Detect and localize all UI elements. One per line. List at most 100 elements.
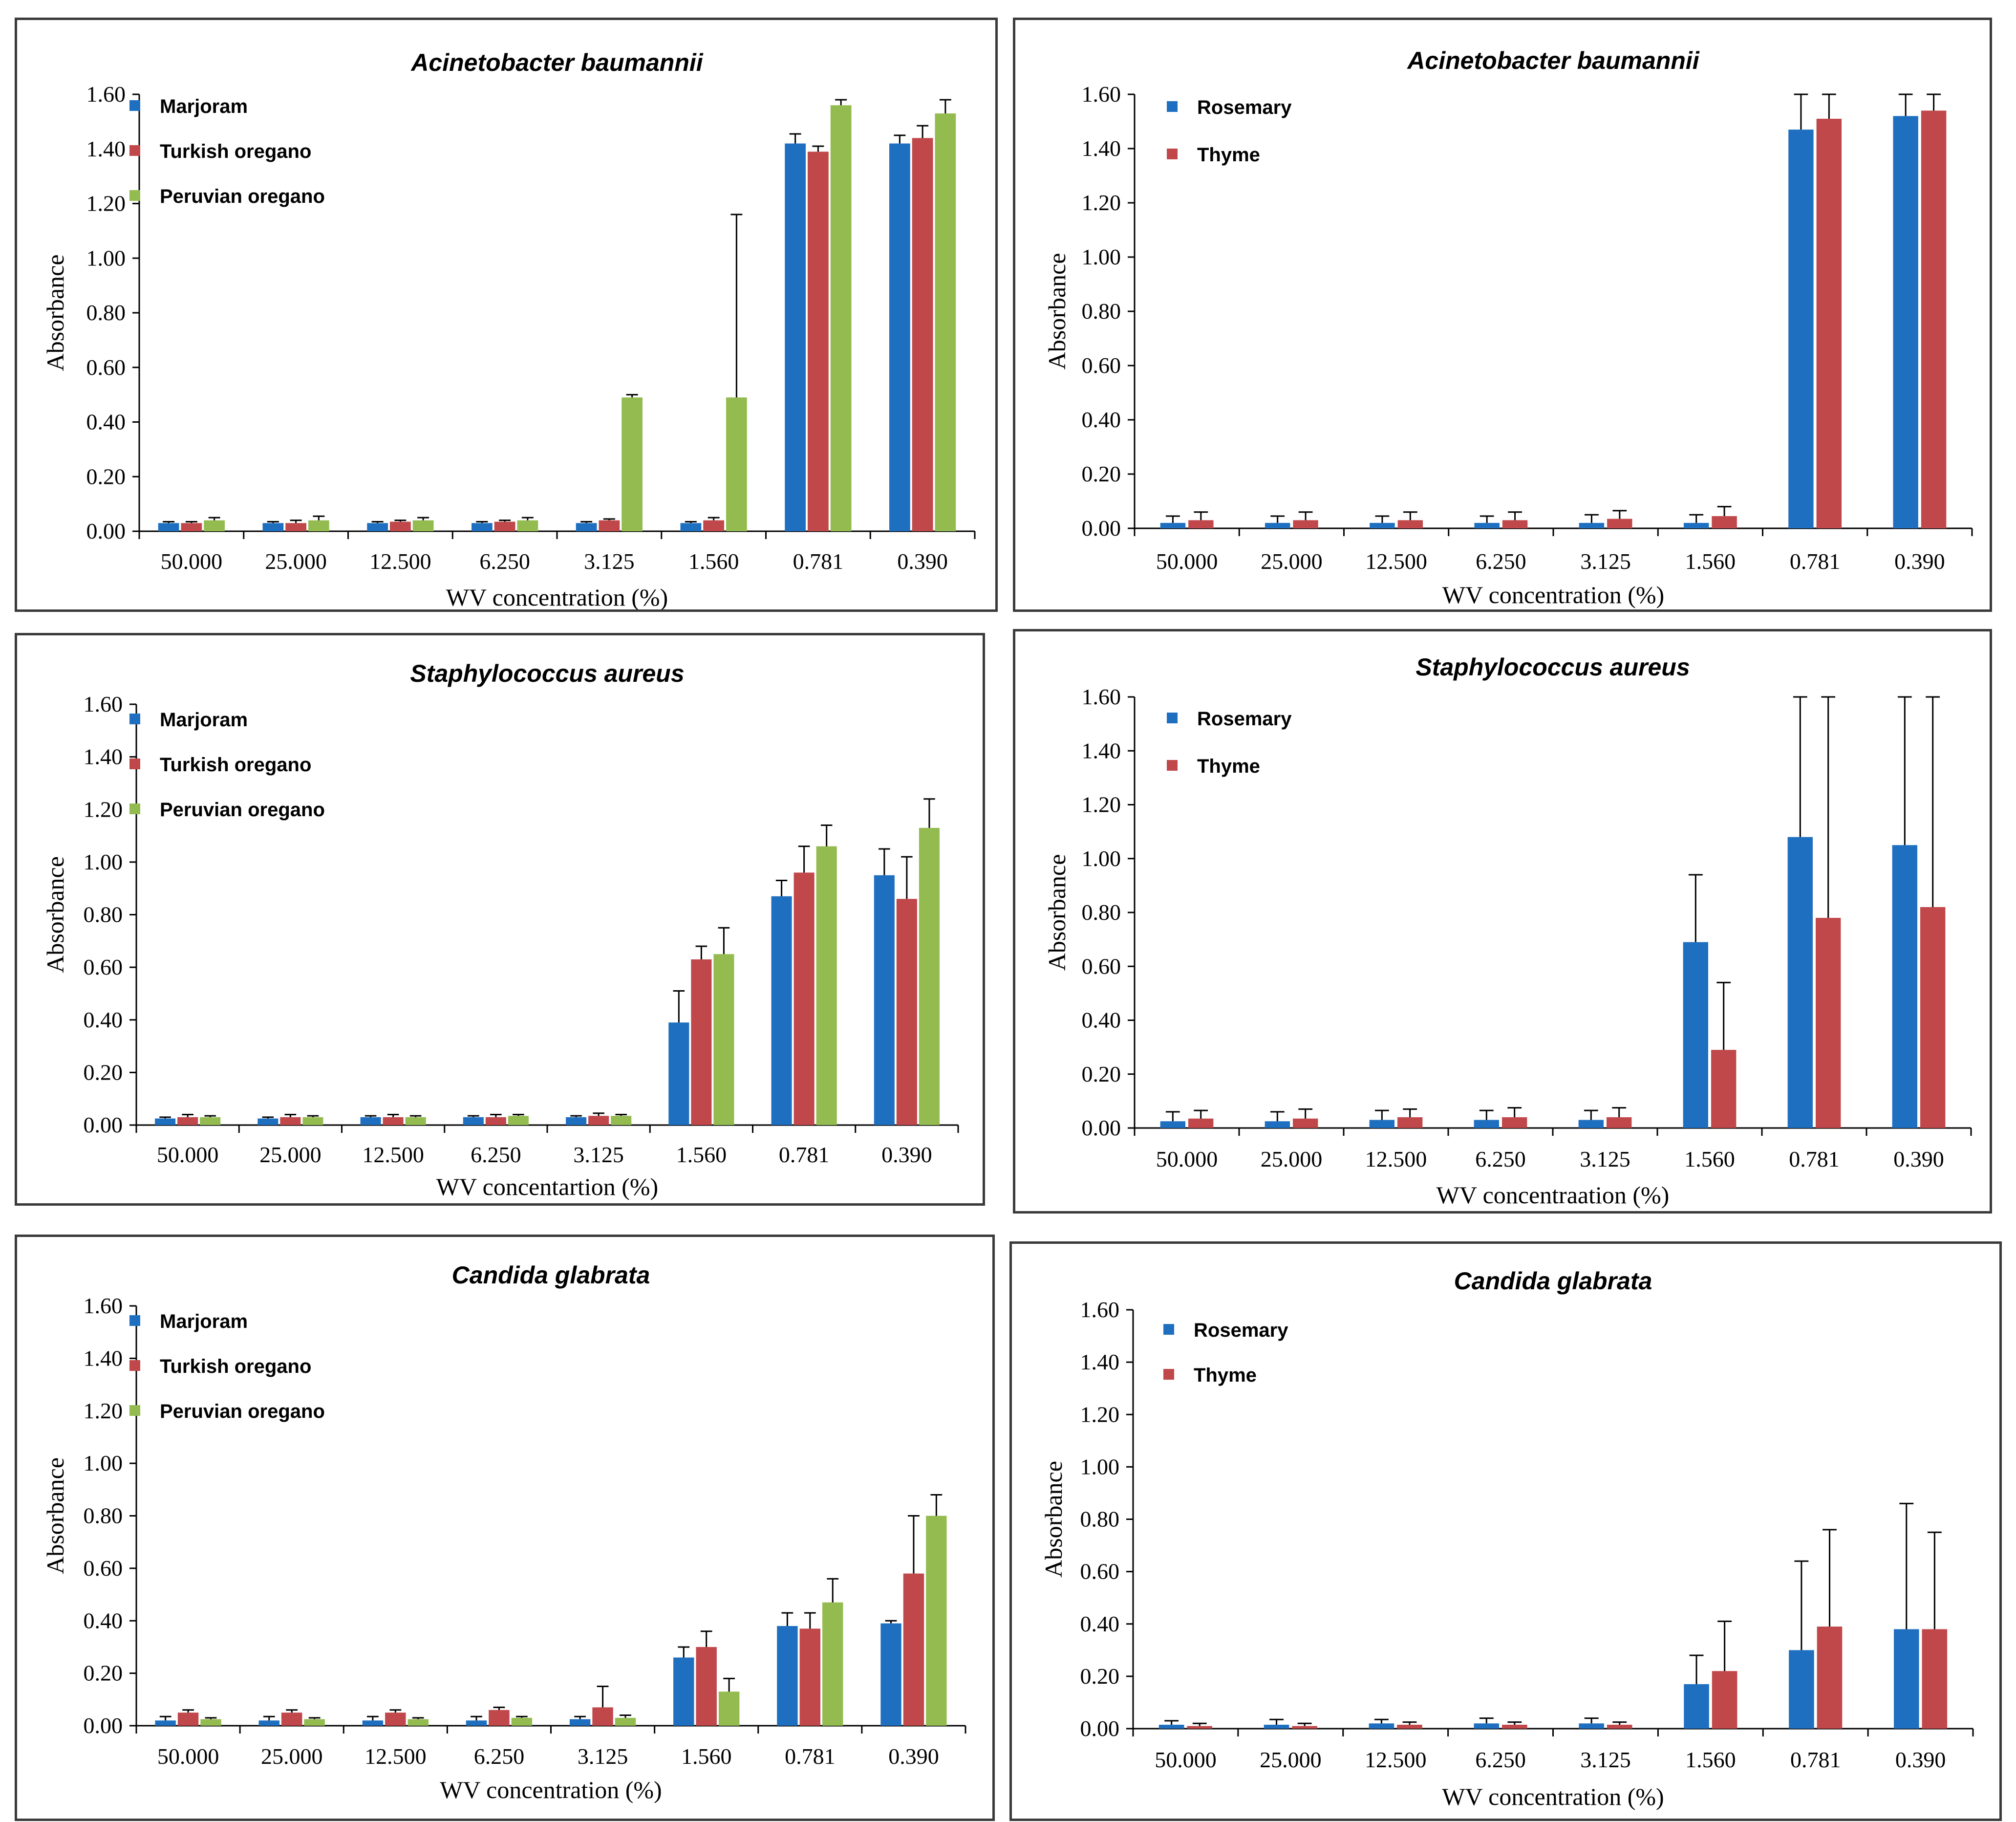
bar <box>1188 1118 1214 1128</box>
bar <box>611 1116 632 1125</box>
bar <box>599 520 620 531</box>
x-tick-label: 1.560 <box>1684 1147 1735 1171</box>
x-tick-label: 25.000 <box>259 1142 322 1167</box>
bar <box>1579 1723 1604 1729</box>
legend-label: Rosemary <box>1197 97 1292 118</box>
y-tick-label: 0.40 <box>86 410 126 434</box>
bar <box>703 520 724 531</box>
chart-svg-4: Candida glabrata 0.00 0.20 0.40 0.60 0.80 1.00… <box>42 1261 966 1803</box>
bar <box>794 872 815 1125</box>
bar <box>390 521 411 531</box>
chart-panel-5: Candida glabrata 0.00 0.20 0.40 0.60 0.80 1.00… <box>1009 1241 2002 1821</box>
bar <box>799 1628 821 1726</box>
bar <box>1188 520 1214 528</box>
y-tick-label: 1.00 <box>1082 244 1121 269</box>
bar <box>1397 520 1423 528</box>
legend-swatch <box>1167 149 1178 159</box>
x-tick-label: 6.250 <box>1475 1747 1526 1772</box>
x-tick-label: 0.390 <box>1895 1747 1946 1772</box>
bar <box>177 1713 199 1726</box>
bar <box>285 523 306 531</box>
bar <box>1369 1723 1394 1729</box>
bar <box>466 1720 487 1726</box>
bar <box>385 1713 406 1726</box>
y-tick-label: 0.60 <box>86 355 126 380</box>
chart-panel-2: Staphylococcus aureus 0.00 0.20 0.40 0.60 0.8… <box>15 633 985 1206</box>
bar <box>181 523 202 531</box>
bar <box>1892 845 1917 1128</box>
x-tick-label: 3.125 <box>1580 1147 1630 1171</box>
bar <box>771 896 792 1125</box>
x-tick-label: 6.250 <box>479 549 530 574</box>
bar <box>360 1117 381 1125</box>
bar <box>258 1720 279 1726</box>
x-axis-label: WV concentration (%) <box>1442 581 1664 608</box>
bar <box>1607 519 1632 528</box>
bar <box>1893 1629 1919 1729</box>
x-tick-label: 0.781 <box>793 549 844 574</box>
y-tick-label: 1.40 <box>84 1345 123 1370</box>
y-tick-label: 1.20 <box>84 797 123 822</box>
legend-label: Turkish oregano <box>160 141 311 162</box>
y-tick-label: 0.80 <box>1082 900 1121 925</box>
x-axis-label: WV concentraation (%) <box>1437 1181 1670 1209</box>
x-tick-label: 1.560 <box>1685 1747 1736 1772</box>
bar <box>1502 1724 1527 1729</box>
legend-swatch <box>129 1315 140 1326</box>
bar <box>200 1117 221 1125</box>
bar <box>1578 1120 1604 1128</box>
y-tick-label: 0.60 <box>1082 353 1121 378</box>
x-tick-label: 1.560 <box>676 1142 727 1167</box>
x-tick-label: 50.000 <box>1155 1747 1217 1772</box>
bar <box>808 152 829 531</box>
chart-panel-1: Acinetobacter baumannii 0.00 0.20 0.40 0.60 0… <box>1013 18 1992 612</box>
y-tick-label: 0.80 <box>84 902 123 927</box>
y-axis-label: Absorbance <box>1043 854 1071 971</box>
legend-label: Thyme <box>1197 144 1260 166</box>
bar <box>1160 1121 1185 1128</box>
chart-title: Staphylococcus aureus <box>1415 653 1690 681</box>
bar <box>1187 1726 1213 1729</box>
x-tick-label: 50.000 <box>157 1142 219 1167</box>
chart-title: Staphylococcus aureus <box>410 660 684 687</box>
chart-panel-3: Staphylococcus aureus 0.00 0.20 0.40 0.60 0.8… <box>1013 629 1992 1214</box>
bar <box>1293 1118 1318 1128</box>
x-tick-label: 12.500 <box>1365 1147 1427 1171</box>
y-tick-label: 1.60 <box>86 82 126 107</box>
bar <box>691 959 712 1125</box>
x-tick-label: 50.000 <box>1156 1147 1218 1171</box>
y-tick-label: 1.40 <box>1082 136 1121 161</box>
y-tick-label: 0.40 <box>84 1007 123 1032</box>
bar <box>680 523 702 531</box>
x-tick-label: 0.781 <box>1790 1747 1841 1772</box>
legend-swatch <box>129 145 140 156</box>
y-tick-label: 0.80 <box>1080 1507 1120 1532</box>
x-tick-label: 25.000 <box>1260 1747 1322 1772</box>
bar <box>713 954 734 1125</box>
y-tick-label: 0.60 <box>84 954 123 979</box>
y-tick-label: 1.20 <box>1082 190 1121 215</box>
legend-swatch <box>129 759 140 769</box>
legend-swatch <box>1163 1324 1174 1335</box>
y-tick-label: 1.60 <box>84 692 123 716</box>
bar <box>1921 110 1947 529</box>
y-tick-label: 0.80 <box>84 1503 123 1528</box>
bar <box>673 1657 694 1726</box>
y-tick-label: 0.20 <box>84 1661 123 1686</box>
legend-label: Rosemary <box>1197 708 1292 730</box>
bar <box>1370 522 1395 528</box>
x-tick-label: 25.000 <box>1261 1147 1323 1171</box>
chart-panel-4: Candida glabrata 0.00 0.20 0.40 0.60 0.80 1.00… <box>15 1235 995 1821</box>
bar <box>1922 1629 1948 1729</box>
bar <box>830 105 852 532</box>
bar <box>463 1117 484 1125</box>
bar <box>1474 1120 1499 1128</box>
y-axis-label: Absorbance <box>42 856 69 973</box>
bar <box>383 1117 404 1125</box>
bar <box>304 1719 325 1726</box>
legend-label: Marjoram <box>160 1311 248 1332</box>
chart-svg-3: Staphylococcus aureus 0.00 0.20 0.40 0.60 0.8… <box>1043 653 1972 1209</box>
bar <box>1292 1726 1317 1729</box>
x-axis-label: WV concentartion (%) <box>436 1173 658 1200</box>
bar <box>1712 516 1737 528</box>
